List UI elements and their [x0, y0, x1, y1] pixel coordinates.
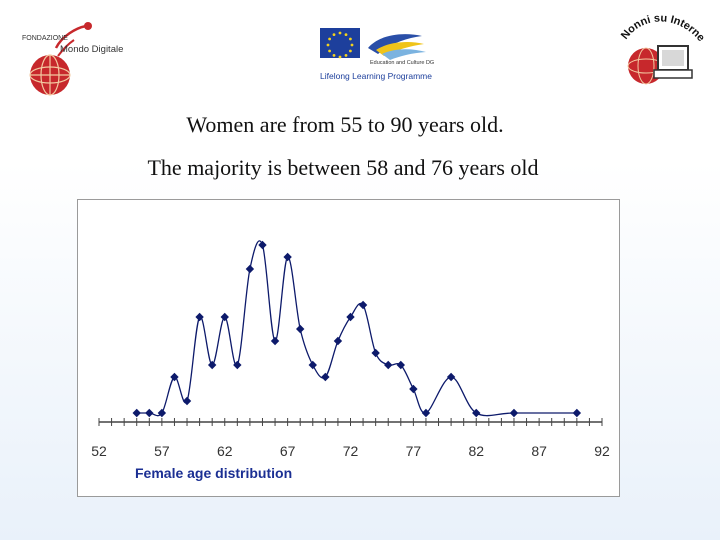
- headline-line-2: The majority is between 58 and 76 years …: [147, 155, 539, 180]
- data-point-marker: [233, 360, 242, 370]
- data-point-marker: [182, 396, 192, 406]
- chart-frame: 52 57 62 67 72 77 82 87 92 Female age distributi…: [77, 199, 620, 497]
- data-point-marker: [195, 312, 204, 322]
- data-point-marker: [472, 408, 481, 418]
- data-point-marker: [358, 300, 368, 310]
- data-point-marker: [220, 312, 229, 322]
- data-point-marker: [132, 408, 141, 418]
- chart-markers: [132, 240, 582, 418]
- data-point-marker: [283, 252, 292, 262]
- data-point-marker: [145, 408, 154, 418]
- data-point-marker: [396, 360, 405, 370]
- x-tick-label: 52: [91, 443, 107, 459]
- x-tick-label: 72: [343, 443, 359, 459]
- nonni-su-internet-logo: Nonni su Internet: [616, 3, 708, 92]
- eu-lifelong-learning-logo: Education and Culture DG Lifelong Learni…: [318, 26, 450, 84]
- data-point-marker: [409, 384, 418, 394]
- data-point-marker: [333, 336, 343, 346]
- x-tick-label: 57: [154, 443, 170, 459]
- logo-left-line1: FONDAZIONE: [22, 35, 68, 42]
- headline-line-1: Women are from 55 to 90 years old.: [186, 112, 504, 137]
- data-point-marker: [258, 240, 267, 250]
- x-axis-label: Female age distribution: [135, 465, 292, 481]
- data-point-marker: [321, 372, 330, 382]
- data-point-marker: [371, 348, 380, 358]
- data-point-marker: [509, 408, 519, 418]
- data-point-marker: [170, 372, 179, 382]
- data-point-marker: [346, 312, 355, 322]
- data-point-marker: [421, 408, 431, 418]
- logo-center-line2: Lifelong Learning Programme: [320, 71, 432, 81]
- female-age-chart: 52 57 62 67 72 77 82 87 92 Female age distributi…: [91, 240, 610, 481]
- logo-right-text: Nonni su Internet: [616, 3, 707, 44]
- data-point-marker: [308, 360, 317, 370]
- logo-left-line2: Mondo Digitale: [60, 44, 123, 55]
- x-tick-label: 92: [594, 443, 610, 459]
- data-point-marker: [270, 336, 280, 346]
- data-point-marker: [207, 360, 217, 370]
- x-tick-label: 62: [217, 443, 233, 459]
- x-tick-label: 67: [280, 443, 296, 459]
- logo-center-line1: Education and Culture DG: [370, 60, 434, 66]
- data-point-marker: [296, 324, 305, 334]
- chart-axis: [98, 418, 603, 426]
- data-point-marker: [384, 360, 393, 370]
- fondazione-mondo-digitale-logo: FONDAZIONE Mondo Digitale: [18, 18, 133, 98]
- svg-text:Nonni su Internet: Nonni su Internet: [618, 12, 707, 44]
- x-tick-label: 87: [531, 443, 547, 459]
- data-point-marker: [446, 372, 456, 382]
- x-tick-label: 77: [406, 443, 422, 459]
- data-point-marker: [245, 264, 255, 274]
- data-point-marker: [157, 408, 167, 418]
- x-tick-label: 82: [468, 443, 484, 459]
- chart-tick-labels: 52 57 62 67 72 77 82 87 92: [91, 443, 610, 459]
- data-point-marker: [572, 408, 582, 418]
- series-line: [136, 240, 577, 417]
